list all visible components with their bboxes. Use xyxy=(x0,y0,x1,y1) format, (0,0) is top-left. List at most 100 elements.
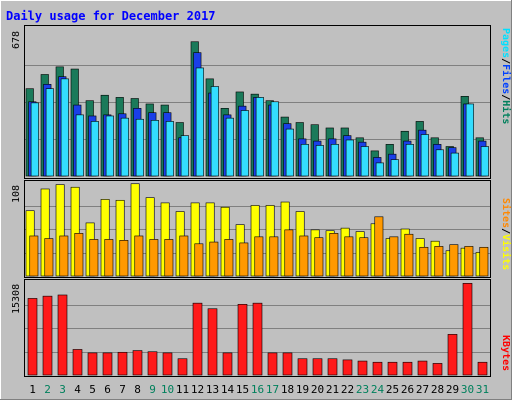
bar-kbytes-23 xyxy=(357,360,368,376)
bar-pages-28 xyxy=(435,149,444,177)
top-legend-item-1: / xyxy=(500,58,511,64)
day-label-15: 15 xyxy=(236,383,249,396)
bar-sites-27 xyxy=(419,246,429,277)
day-label-22: 22 xyxy=(341,383,354,396)
bar-pages-18 xyxy=(285,128,294,177)
bar-pages-24 xyxy=(375,162,384,177)
bar-pages-27 xyxy=(420,134,429,177)
bar-sites-7 xyxy=(119,240,129,277)
bar-kbytes-2 xyxy=(42,295,53,376)
bar-kbytes-18 xyxy=(282,352,293,376)
bar-sites-23 xyxy=(359,237,369,277)
bar-sites-17 xyxy=(269,236,279,277)
bar-kbytes-14 xyxy=(222,352,233,376)
bar-kbytes-11 xyxy=(177,358,188,376)
day-label-12: 12 xyxy=(191,383,204,396)
bar-kbytes-6 xyxy=(102,352,113,376)
top-legend: Pages/Files/Hits xyxy=(500,28,512,124)
day-label-17: 17 xyxy=(266,383,279,396)
bar-kbytes-10 xyxy=(162,352,173,376)
bar-kbytes-26 xyxy=(402,361,413,376)
day-label-2: 2 xyxy=(44,383,51,396)
bar-kbytes-25 xyxy=(387,361,398,376)
bar-pages-2 xyxy=(45,88,54,177)
bar-pages-13 xyxy=(210,86,219,177)
bar-sites-6 xyxy=(104,239,114,277)
bar-sites-18 xyxy=(284,229,294,277)
bar-sites-28 xyxy=(434,246,444,277)
top-legend-item-0: Pages xyxy=(500,28,511,58)
bar-pages-11 xyxy=(180,135,189,177)
bar-pages-1 xyxy=(30,102,39,177)
day-label-10: 10 xyxy=(161,383,174,396)
bar-kbytes-29 xyxy=(447,334,458,376)
bar-sites-9 xyxy=(149,239,159,277)
bar-kbytes-28 xyxy=(432,363,443,376)
bottom-legend: KBytes xyxy=(500,335,511,371)
day-labels: 1 2 3 4 5 6 7 8 9 10 11 12 13 14 15 16 17 18 19 20 21 22 23 24 2… xyxy=(29,383,489,396)
bar-pages-3 xyxy=(60,78,69,177)
bar-sites-2 xyxy=(44,238,54,277)
bar-pages-9 xyxy=(150,120,159,177)
day-label-29: 29 xyxy=(446,383,459,396)
day-label-30: 30 xyxy=(461,383,474,396)
bar-kbytes-9 xyxy=(147,351,158,376)
bar-pages-4 xyxy=(75,114,84,177)
top-panel xyxy=(24,25,491,179)
bar-kbytes-24 xyxy=(372,361,383,376)
bar-kbytes-19 xyxy=(297,358,308,376)
bar-sites-14 xyxy=(224,239,234,277)
bottom-legend-item-0: KBytes xyxy=(500,335,511,371)
day-label-3: 3 xyxy=(59,383,66,396)
bar-kbytes-17 xyxy=(267,352,278,376)
bar-kbytes-31 xyxy=(477,361,488,376)
top-legend-item-3: / xyxy=(500,94,511,100)
bar-pages-10 xyxy=(165,121,174,177)
bar-pages-29 xyxy=(450,152,459,177)
middle-legend: Sites/Visits xyxy=(500,198,512,270)
bar-sites-8 xyxy=(134,235,144,277)
bar-sites-12 xyxy=(194,243,204,277)
day-label-16: 16 xyxy=(251,383,264,396)
day-label-4: 4 xyxy=(74,383,81,396)
day-label-20: 20 xyxy=(311,383,324,396)
bar-pages-5 xyxy=(90,121,99,177)
bar-kbytes-30 xyxy=(462,283,473,376)
bar-sites-29 xyxy=(449,244,459,277)
bar-pages-8 xyxy=(135,118,144,177)
bar-sites-22 xyxy=(344,236,354,277)
bar-kbytes-5 xyxy=(87,352,98,376)
chart-title: Daily usage for December 2017 xyxy=(6,9,216,23)
bar-kbytes-3 xyxy=(57,294,68,376)
bar-sites-21 xyxy=(329,233,339,277)
day-label-25: 25 xyxy=(386,383,399,396)
bar-pages-16 xyxy=(255,97,264,177)
day-label-8: 8 xyxy=(134,383,141,396)
bar-sites-26 xyxy=(404,233,414,277)
bar-kbytes-8 xyxy=(132,350,143,376)
day-label-23: 23 xyxy=(356,383,369,396)
bar-sites-5 xyxy=(89,239,99,277)
bar-sites-15 xyxy=(239,242,249,277)
day-label-21: 21 xyxy=(326,383,339,396)
bar-kbytes-13 xyxy=(207,308,218,376)
bar-pages-15 xyxy=(240,110,249,177)
bar-kbytes-7 xyxy=(117,351,128,376)
day-label-24: 24 xyxy=(371,383,385,396)
bar-sites-10 xyxy=(164,239,174,277)
top-max-label: 678 xyxy=(11,31,22,49)
bar-sites-4 xyxy=(74,233,84,277)
bar-pages-22 xyxy=(345,139,354,177)
day-label-18: 18 xyxy=(281,383,294,396)
bar-pages-7 xyxy=(120,117,129,177)
day-label-31: 31 xyxy=(476,383,489,396)
bar-sites-30 xyxy=(464,246,474,277)
day-label-9: 9 xyxy=(149,383,156,396)
bar-sites-11 xyxy=(179,235,189,277)
bar-pages-31 xyxy=(480,146,489,177)
bar-pages-21 xyxy=(330,144,339,177)
day-label-14: 14 xyxy=(221,383,235,396)
bar-sites-19 xyxy=(299,235,309,277)
top-legend-item-4: Hits xyxy=(500,100,512,124)
